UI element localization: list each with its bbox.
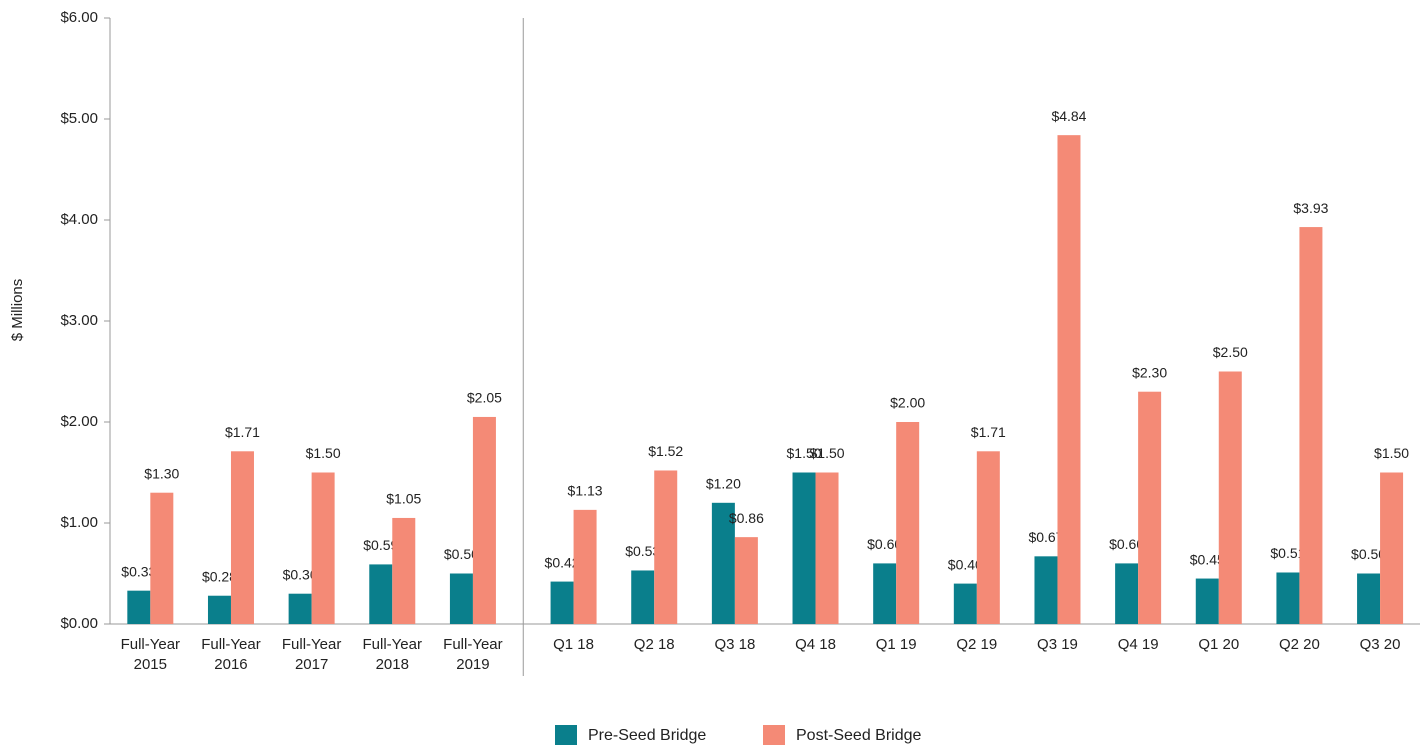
data-label: $0.51 [1270,545,1305,561]
data-label: $3.93 [1293,200,1328,216]
data-label: $0.33 [121,563,156,579]
data-label: $1.71 [971,424,1006,440]
bar [896,422,920,624]
data-label: $1.05 [386,491,421,507]
y-tick-label: $1.00 [60,514,98,531]
legend-label: Pre-Seed Bridge [588,727,706,744]
data-label: $1.20 [706,476,741,492]
data-label: $0.42 [545,554,580,570]
data-label: $1.50 [810,445,845,461]
x-tick-label: Full-Year 2018 [362,636,422,673]
data-label: $2.50 [1213,344,1248,360]
x-tick-label: Q3 18 [714,636,756,653]
bar [1380,472,1404,624]
data-label: $0.28 [202,568,237,584]
data-label: $0.86 [729,510,764,526]
data-label: $0.60 [867,536,902,552]
bar [1057,135,1081,624]
y-tick-label: $2.00 [60,413,98,430]
bar [711,502,735,624]
bar [1299,227,1323,624]
bar [792,472,816,624]
data-label: $0.40 [948,556,983,572]
bar [207,595,231,624]
bar [573,509,597,624]
y-tick-label: $0.00 [60,615,98,632]
bar [550,581,574,624]
data-label: $2.00 [890,395,925,411]
data-label: $0.45 [1190,551,1225,567]
y-tick-label: $4.00 [60,211,98,228]
data-label: $1.52 [648,443,683,459]
x-tick-label: Q4 19 [1117,636,1159,653]
x-tick-label: Q4 18 [795,636,836,653]
bar [953,583,977,624]
data-label: $0.59 [363,537,398,553]
data-label: $1.50 [787,445,822,461]
data-label: $0.50 [1351,546,1386,562]
data-label: $0.30 [283,566,318,582]
bar [1276,572,1300,624]
bar [1357,573,1381,624]
bar [873,563,897,624]
y-axis-label: $ Millions [9,279,26,342]
data-label: $0.53 [625,543,660,559]
bar [311,472,335,624]
bar [392,517,416,624]
data-label: $0.67 [1028,529,1063,545]
bar [631,570,655,624]
data-label: $1.30 [144,465,179,481]
data-label: $1.50 [1374,445,1409,461]
bar [1195,578,1219,624]
x-tick-label: Q3 19 [1037,636,1078,653]
x-tick-label: Q1 20 [1198,636,1240,653]
data-label: $1.71 [225,424,260,440]
bar [654,470,678,624]
legend-swatch [555,725,577,745]
data-label: $2.05 [467,390,502,406]
data-label: $1.13 [568,483,603,499]
y-tick-label: $3.00 [60,312,98,329]
y-tick-label: $5.00 [60,110,98,127]
data-label: $0.50 [444,546,479,562]
x-tick-label: Full-Year 2019 [443,636,503,673]
bar [1115,563,1139,624]
y-tick-label: $6.00 [60,9,98,26]
x-tick-label: Q3 20 [1359,636,1401,653]
x-tick-label: Q2 18 [633,636,675,653]
bar [150,492,174,624]
x-tick-label: Q2 20 [1278,636,1320,653]
data-label: $0.60 [1109,536,1144,552]
bar [127,590,151,624]
x-tick-label: Q2 19 [956,636,998,653]
data-label: $4.84 [1051,108,1086,124]
x-tick-label: Q1 18 [553,636,594,653]
bar [1218,371,1242,624]
bar [734,537,758,624]
bar [815,472,839,624]
bar [472,416,496,624]
bar [976,451,1000,624]
bar [449,573,473,624]
x-tick-label: Full-Year 2015 [120,636,181,673]
x-tick-label: Q1 19 [875,636,917,653]
legend-swatch [763,725,785,745]
bar [288,593,312,624]
bar [369,564,393,624]
data-label: $1.50 [306,445,341,461]
x-tick-label: Full-Year 2017 [281,636,342,673]
bar [230,451,254,624]
legend-label: Post-Seed Bridge [796,727,922,744]
data-label: $2.30 [1132,364,1167,380]
bar [1034,556,1058,624]
bar [1138,391,1162,624]
x-tick-label: Full-Year 2016 [201,636,261,673]
